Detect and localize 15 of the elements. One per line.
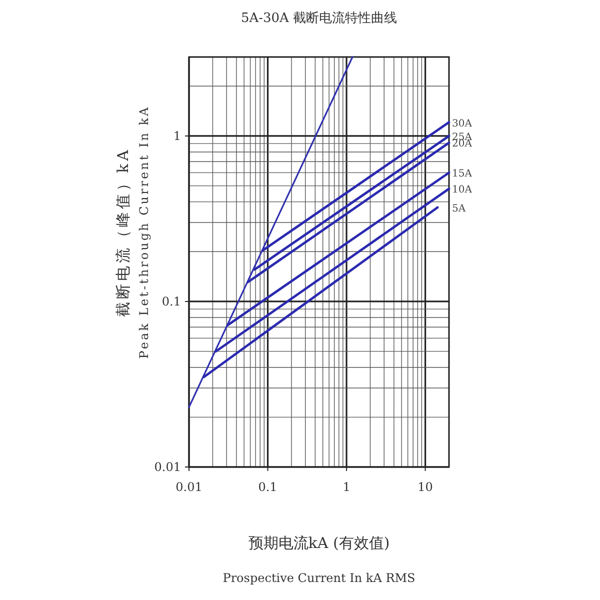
series-label: 20A (452, 138, 473, 150)
x-tick-label: 1 (342, 480, 350, 494)
x-tick-label: 0.01 (176, 480, 202, 494)
text: 预期电流kA (有效值) Prospective Current In kA RMS (222, 534, 416, 585)
x-tick-label: 0.1 (258, 480, 278, 494)
series-label: 15A (452, 168, 473, 180)
y-tick-label: 0.01 (154, 460, 181, 474)
chart-title: 5A-30A 截断电流特性曲线 (240, 10, 398, 26)
x-tick-label: 10 (418, 480, 433, 494)
y-tick-label: 1 (173, 128, 181, 143)
series-label: 30A (452, 118, 473, 130)
series-label: 10A (452, 184, 473, 196)
y-tick-label: 0.1 (162, 294, 181, 308)
y-axis-title: 截断电流（峰值）kA Peak Let-through Current In kA (114, 105, 151, 359)
series-label: 5A (452, 203, 466, 214)
